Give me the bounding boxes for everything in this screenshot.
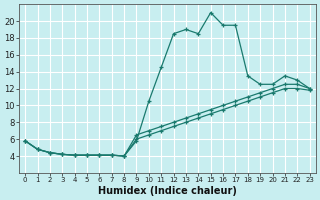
X-axis label: Humidex (Indice chaleur): Humidex (Indice chaleur) bbox=[98, 186, 237, 196]
